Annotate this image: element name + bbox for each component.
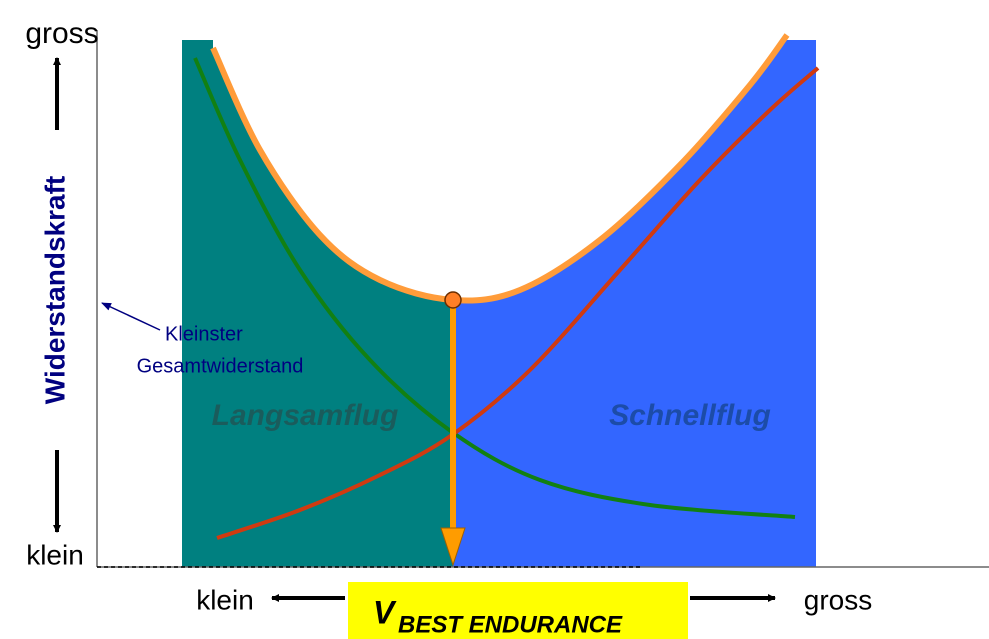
annotation-line: Kleinster bbox=[165, 323, 243, 345]
induced-drag-curve bbox=[193, 57, 796, 519]
x-left-label: klein bbox=[196, 584, 254, 615]
y-bottom-label: klein bbox=[26, 539, 84, 570]
parasite-drag-curve bbox=[216, 66, 820, 540]
speed-label-box bbox=[348, 582, 688, 639]
y-axis-label: Widerstandskraft bbox=[39, 176, 70, 404]
region-label: Langsamflug bbox=[212, 399, 399, 432]
slow-flight-region bbox=[182, 40, 453, 567]
annotation-line: Gesamtwiderstand bbox=[137, 355, 304, 377]
total-drag-curve bbox=[210, 33, 790, 304]
speed-subscript: BEST ENDURANCE bbox=[398, 611, 623, 638]
annotation-arrow bbox=[101, 302, 161, 331]
speed-symbol: V bbox=[373, 594, 397, 630]
region-label: Schnellflug bbox=[609, 399, 771, 432]
y-top-label: gross bbox=[25, 17, 98, 50]
min-point bbox=[444, 291, 462, 309]
fast-flight-region bbox=[453, 35, 816, 567]
speed-arrow-head bbox=[440, 527, 466, 567]
x-right-label: gross bbox=[804, 584, 872, 615]
